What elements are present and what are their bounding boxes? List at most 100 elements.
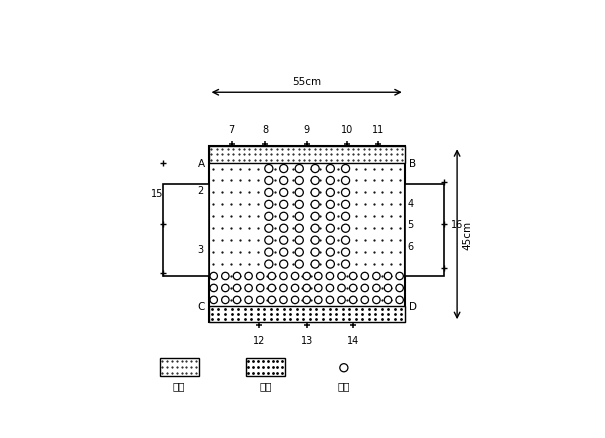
Circle shape	[295, 248, 303, 257]
Text: D: D	[409, 301, 417, 311]
Text: 7: 7	[229, 125, 235, 135]
Circle shape	[280, 213, 288, 221]
Circle shape	[315, 297, 322, 304]
Circle shape	[221, 285, 229, 292]
Circle shape	[295, 201, 303, 209]
Circle shape	[315, 285, 322, 292]
Circle shape	[295, 165, 303, 173]
Circle shape	[234, 285, 241, 292]
Circle shape	[341, 177, 350, 185]
Text: 10: 10	[341, 125, 353, 135]
Circle shape	[341, 261, 350, 268]
Circle shape	[280, 237, 288, 245]
Circle shape	[373, 297, 380, 304]
Text: 55cm: 55cm	[292, 77, 321, 87]
Circle shape	[292, 273, 299, 280]
Bar	[209, 147, 405, 322]
Circle shape	[245, 297, 252, 304]
Circle shape	[326, 248, 335, 257]
Circle shape	[350, 273, 357, 280]
Bar	[209, 306, 405, 322]
Circle shape	[265, 165, 273, 173]
Circle shape	[326, 237, 335, 245]
Circle shape	[326, 285, 333, 292]
Circle shape	[341, 237, 350, 245]
Text: 粗砂: 粗砂	[259, 380, 272, 390]
Circle shape	[210, 273, 217, 280]
Circle shape	[257, 285, 264, 292]
Circle shape	[295, 237, 303, 245]
Circle shape	[326, 165, 335, 173]
Circle shape	[280, 165, 288, 173]
Text: 11: 11	[371, 125, 384, 135]
Circle shape	[292, 285, 299, 292]
Text: 6: 6	[408, 241, 414, 251]
Bar	[160, 358, 198, 376]
Circle shape	[280, 189, 288, 197]
Circle shape	[265, 177, 273, 185]
Circle shape	[210, 285, 217, 292]
Circle shape	[295, 261, 303, 268]
Circle shape	[265, 189, 273, 197]
Circle shape	[311, 237, 319, 245]
Circle shape	[326, 201, 335, 209]
Circle shape	[303, 297, 310, 304]
Circle shape	[268, 297, 275, 304]
Text: B: B	[409, 158, 416, 168]
Circle shape	[341, 165, 350, 173]
Circle shape	[265, 201, 273, 209]
Circle shape	[326, 261, 335, 268]
Circle shape	[341, 189, 350, 197]
Circle shape	[326, 297, 333, 304]
Text: 5: 5	[408, 219, 414, 230]
Circle shape	[280, 177, 288, 185]
Bar	[163, 184, 209, 277]
Circle shape	[265, 225, 273, 233]
Circle shape	[341, 248, 350, 257]
Circle shape	[257, 297, 264, 304]
Circle shape	[338, 285, 345, 292]
Circle shape	[373, 273, 380, 280]
Circle shape	[361, 273, 368, 280]
Circle shape	[311, 261, 319, 268]
Circle shape	[221, 273, 229, 280]
Circle shape	[257, 273, 264, 280]
Text: C: C	[197, 301, 204, 311]
Circle shape	[295, 225, 303, 233]
Text: A: A	[197, 158, 204, 168]
Circle shape	[341, 225, 350, 233]
Circle shape	[311, 213, 319, 221]
Circle shape	[326, 213, 335, 221]
Circle shape	[326, 189, 335, 197]
Circle shape	[396, 273, 404, 280]
Circle shape	[315, 273, 322, 280]
Circle shape	[326, 225, 335, 233]
Circle shape	[280, 261, 288, 268]
Circle shape	[292, 297, 299, 304]
Circle shape	[234, 297, 241, 304]
Text: 细砂: 细砂	[173, 380, 186, 390]
Circle shape	[340, 364, 348, 372]
Circle shape	[384, 285, 392, 292]
Text: 12: 12	[253, 335, 266, 345]
Circle shape	[396, 297, 404, 304]
Circle shape	[265, 261, 273, 268]
Circle shape	[280, 285, 287, 292]
Text: 16: 16	[451, 219, 463, 230]
Circle shape	[361, 297, 368, 304]
Circle shape	[373, 285, 380, 292]
Circle shape	[221, 297, 229, 304]
Bar	[209, 147, 405, 163]
Bar	[246, 358, 285, 376]
Circle shape	[265, 237, 273, 245]
Circle shape	[295, 177, 303, 185]
Circle shape	[280, 201, 288, 209]
Bar	[405, 184, 443, 277]
Text: 3: 3	[197, 244, 203, 254]
Circle shape	[303, 273, 310, 280]
Circle shape	[311, 189, 319, 197]
Circle shape	[265, 213, 273, 221]
Circle shape	[384, 297, 392, 304]
Circle shape	[234, 273, 241, 280]
Text: 45cm: 45cm	[462, 220, 472, 249]
